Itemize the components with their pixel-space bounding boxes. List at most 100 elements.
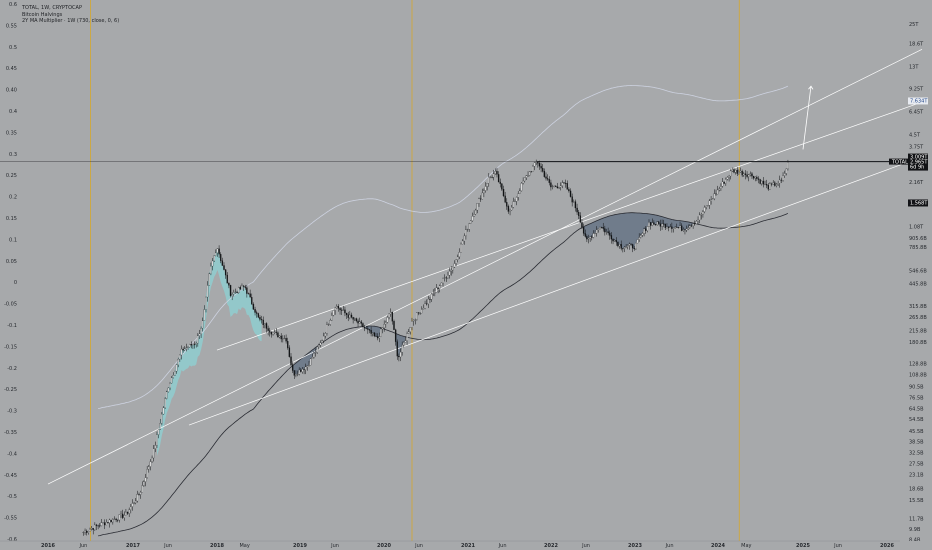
candle-body xyxy=(659,223,662,227)
candle-body xyxy=(785,168,787,174)
candle-body xyxy=(738,172,740,174)
candle-body xyxy=(162,407,165,415)
right-axis-label: 785.8B xyxy=(909,245,927,251)
candle-body xyxy=(550,182,552,188)
candle-body xyxy=(416,312,418,320)
symbol-tag-bg xyxy=(889,158,909,165)
candle-body xyxy=(316,346,318,353)
candle-body xyxy=(291,364,294,371)
candle-body xyxy=(563,182,565,184)
ma-upper-tag: 7.634T xyxy=(910,99,928,105)
candle-body xyxy=(661,223,663,227)
x-axis-label: 2018 xyxy=(210,543,224,549)
candle-body xyxy=(730,170,732,177)
x-axis-label: Jun xyxy=(498,543,507,549)
left-axis-label: 0.5 xyxy=(9,45,17,51)
candle-body xyxy=(86,530,88,533)
candle-body xyxy=(177,359,179,365)
candle-body xyxy=(421,309,423,314)
candle-body xyxy=(213,255,215,262)
left-axis-label: -0.1 xyxy=(7,323,17,329)
candle-body xyxy=(739,170,742,173)
candle-body xyxy=(131,503,134,507)
candle-body xyxy=(197,335,199,344)
right-axis-label: 128.8B xyxy=(909,362,927,368)
candle-body xyxy=(231,294,233,296)
candle-body xyxy=(133,502,135,504)
right-axis-label: 315.8B xyxy=(909,304,927,310)
bottom-axis: 2016 Jun 2017 Jun 2018 May 2019 Jun 2020 Jun 2021 J… xyxy=(0,540,932,550)
x-axis-label: 2021 xyxy=(461,543,475,549)
candle-body xyxy=(716,189,719,195)
bottom-axis-bar xyxy=(0,541,932,550)
candle-body xyxy=(439,285,441,289)
candle-body xyxy=(246,287,248,294)
price-tag: 3.009T xyxy=(910,155,928,161)
candle-body xyxy=(113,518,116,520)
left-axis-label: -0.5 xyxy=(7,494,17,500)
candle-body xyxy=(782,175,784,181)
candle-body xyxy=(125,511,127,516)
candle-body xyxy=(254,309,256,313)
candle-body xyxy=(210,265,212,274)
candle-body xyxy=(215,252,217,256)
candle-body xyxy=(625,246,627,248)
candle-body xyxy=(775,184,778,186)
candle-body xyxy=(667,226,670,228)
candle-body xyxy=(736,169,738,174)
left-axis-label: -0.55 xyxy=(4,516,17,522)
right-axis: 25T18.6T13T9.25T6.45T4.5T3.75T2.16T1.6T1… xyxy=(909,22,927,543)
candle-body xyxy=(764,184,766,185)
candle-body xyxy=(587,238,590,240)
candle-body xyxy=(641,233,644,236)
candle-body xyxy=(496,171,498,175)
candle-body xyxy=(100,522,103,527)
underwater-zone-4 xyxy=(583,212,695,249)
candle-body xyxy=(139,492,142,495)
candle-body xyxy=(350,314,353,318)
candle-body xyxy=(584,233,586,237)
candle-body xyxy=(494,171,497,174)
candle-body xyxy=(257,313,259,318)
candle-body xyxy=(190,344,192,346)
left-axis-label: -0.15 xyxy=(4,344,17,350)
candle-body xyxy=(663,223,665,225)
candle-body xyxy=(334,307,336,311)
candle-body xyxy=(430,293,433,300)
candle-body xyxy=(264,323,266,326)
candle-body xyxy=(682,229,684,231)
right-axis-label: 64.5B xyxy=(909,406,924,412)
candle-body xyxy=(339,308,341,311)
candle-body xyxy=(295,374,297,376)
candle-body xyxy=(429,298,431,300)
candle-body xyxy=(460,243,462,253)
candle-body xyxy=(298,369,300,375)
candle-body xyxy=(607,231,609,234)
candle-body xyxy=(586,236,588,240)
candle-body xyxy=(378,336,380,339)
left-axis-label: 0.05 xyxy=(6,259,17,265)
candle-body xyxy=(365,327,367,329)
candle-body xyxy=(275,331,277,333)
candle-body xyxy=(744,173,747,175)
candle-body xyxy=(506,202,508,207)
candle-body xyxy=(620,244,622,249)
candle-body xyxy=(733,169,735,173)
left-axis-label: 0.45 xyxy=(6,66,17,72)
candle-body xyxy=(306,365,309,367)
candle-body xyxy=(288,347,291,357)
candle-body xyxy=(332,310,335,316)
candle-body xyxy=(770,183,773,185)
candle-body xyxy=(220,254,222,261)
right-axis-label: 3.75T xyxy=(909,144,924,150)
candle-body xyxy=(363,326,366,329)
candle-body xyxy=(493,173,495,178)
candle-body xyxy=(530,171,532,173)
candle-body xyxy=(488,176,490,184)
candle-body xyxy=(511,207,513,211)
candle-body xyxy=(656,221,658,226)
candle-body xyxy=(269,330,271,333)
candle-body xyxy=(695,221,698,224)
candle-body xyxy=(571,196,573,203)
